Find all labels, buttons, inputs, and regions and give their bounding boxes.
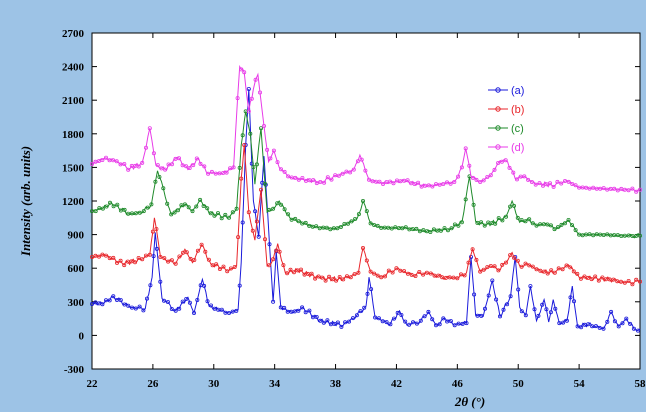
- y-tick-label: 1500: [62, 162, 85, 174]
- x-axis-title: 2θ (°): [454, 394, 485, 409]
- legend-label: (c): [511, 123, 524, 135]
- x-tick-label: 26: [147, 378, 159, 390]
- x-tick-label: 54: [574, 378, 586, 390]
- x-tick-label: 34: [269, 378, 281, 390]
- y-tick-label: -300: [64, 364, 85, 376]
- x-tick-label: 22: [87, 378, 99, 390]
- legend-label: (d): [511, 142, 524, 154]
- y-tick-label: 1800: [62, 129, 85, 141]
- y-tick-label: 300: [68, 297, 85, 309]
- x-tick-label: 42: [391, 378, 403, 390]
- legend-label: (b): [511, 104, 524, 116]
- y-tick-label: 1200: [62, 196, 85, 208]
- y-tick-label: 2400: [62, 62, 85, 74]
- y-tick-label: 900: [68, 230, 85, 242]
- x-tick-label: 30: [208, 378, 220, 390]
- x-tick-label: 50: [513, 378, 525, 390]
- y-tick-label: 0: [79, 330, 85, 342]
- x-tick-label: 46: [452, 378, 464, 390]
- y-tick-label: 600: [68, 263, 85, 275]
- y-axis-title: Intensity (arb. units): [18, 146, 33, 257]
- y-tick-label: 2700: [62, 28, 85, 40]
- x-tick-label: 58: [635, 378, 646, 390]
- y-tick-label: 2100: [62, 95, 85, 107]
- x-tick-label: 38: [330, 378, 342, 390]
- legend-label: (a): [511, 85, 524, 97]
